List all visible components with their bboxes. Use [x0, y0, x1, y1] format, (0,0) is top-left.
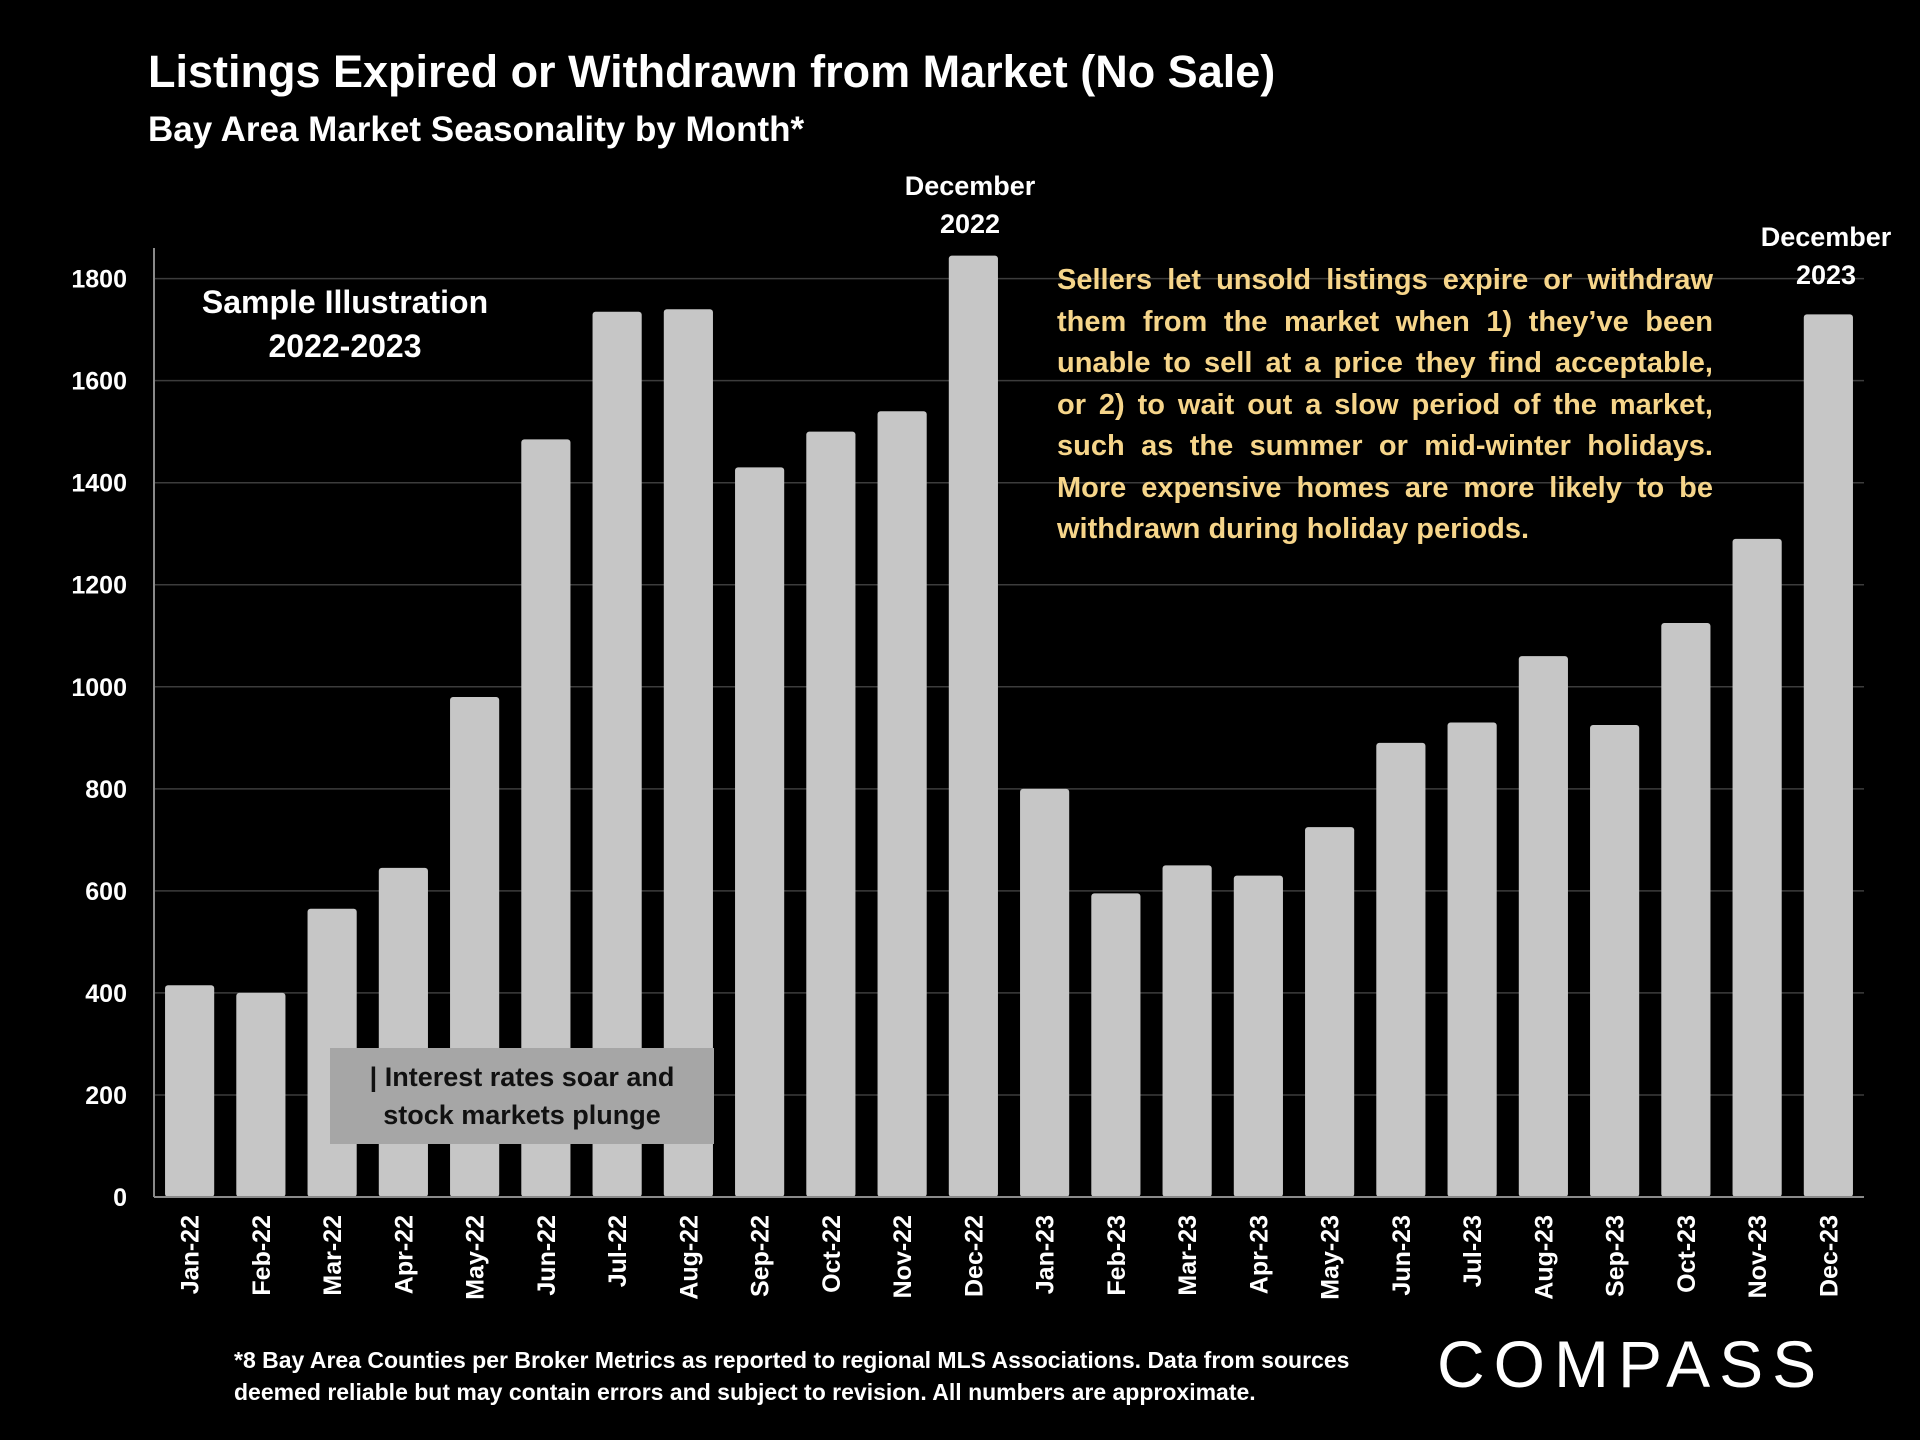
x-tick-label: Oct-23 — [1673, 1215, 1701, 1293]
y-tick-label: 200 — [85, 1082, 127, 1110]
bar-feb-23 — [1091, 893, 1141, 1197]
y-tick-label: 1600 — [71, 368, 127, 396]
x-tick-label: Feb-23 — [1103, 1215, 1131, 1296]
x-tick-label: Feb-22 — [248, 1215, 276, 1296]
chart-subtitle: Bay Area Market Seasonality by Month* — [148, 110, 805, 149]
x-tick-label: Oct-22 — [818, 1215, 846, 1293]
axes — [153, 248, 1864, 1198]
y-tick-label: 1400 — [71, 470, 127, 498]
bar-jan-22 — [165, 985, 215, 1197]
x-tick-label: Nov-22 — [889, 1215, 917, 1298]
bar-dec-23 — [1803, 314, 1853, 1197]
footnote: *8 Bay Area Counties per Broker Metrics … — [234, 1344, 1349, 1408]
bar-oct-22 — [806, 431, 856, 1197]
annotation-line: December — [904, 171, 1036, 201]
y-tick-label: 400 — [85, 980, 127, 1008]
x-tick-label: Apr-23 — [1245, 1215, 1273, 1294]
note-line: withdrawn during holiday periods. — [1057, 513, 1530, 545]
bar-oct-23 — [1661, 623, 1711, 1197]
sample-line: 2022-2023 — [268, 328, 422, 364]
x-tick-label: Nov-23 — [1744, 1215, 1772, 1298]
x-tick-label: Apr-22 — [390, 1215, 418, 1294]
bar-dec-22 — [948, 255, 998, 1198]
y-tick-labels: 0 200 400 600 800 1000 1200 1400 1600 1800 — [71, 266, 127, 1212]
annotation-line: 2022 — [939, 209, 1001, 239]
bar-jun-22 — [521, 439, 571, 1197]
note-line: them from the market when 1) they’ve bee… — [1057, 305, 1713, 338]
bar-mar-23 — [1162, 865, 1212, 1197]
x-tick-label: Jul-23 — [1459, 1215, 1487, 1287]
x-tick-label: Jun-23 — [1388, 1215, 1416, 1296]
bar-aug-23 — [1518, 656, 1568, 1197]
y-tick-label: 600 — [85, 878, 127, 906]
footnote-line: *8 Bay Area Counties per Broker Metrics … — [234, 1347, 1350, 1373]
sample-line: Sample Illustration — [201, 284, 489, 320]
bar-sep-22 — [735, 467, 785, 1198]
x-tick-label: May-23 — [1317, 1215, 1345, 1300]
interest-rates-callout: | Interest rates soar and stock markets … — [330, 1048, 714, 1144]
callout-line: stock markets plunge — [383, 1100, 661, 1130]
bar-nov-22 — [877, 411, 927, 1198]
x-tick-label: Sep-23 — [1602, 1215, 1630, 1297]
compass-logo: COMPASS — [1437, 1327, 1826, 1401]
chart-title: Listings Expired or Withdrawn from Marke… — [148, 46, 1276, 97]
bar-jun-23 — [1376, 742, 1426, 1197]
note-line: More expensive homes are more likely to … — [1057, 471, 1713, 504]
x-tick-label: Dec-22 — [960, 1215, 988, 1297]
x-tick-labels: Jan-22 Feb-22 Mar-22 Apr-22 May-22 Jun-22 Jul-… — [177, 1215, 1844, 1300]
bar-aug-22 — [663, 309, 713, 1197]
x-tick-label: Jun-22 — [533, 1215, 561, 1296]
y-tick-label: 1800 — [71, 266, 127, 294]
footnote-line: deemed reliable but may contain errors a… — [234, 1379, 1256, 1405]
x-tick-label: Jan-22 — [177, 1215, 205, 1294]
bar-jan-23 — [1020, 788, 1070, 1197]
annotation-december-2023: December 2023 — [1726, 218, 1920, 294]
callout-line: | Interest rates soar and — [369, 1062, 675, 1092]
note-line: such as the summer or mid-winter holiday… — [1057, 430, 1713, 462]
bar-jul-22 — [592, 311, 642, 1198]
gridlines — [154, 277, 1864, 1096]
bar-may-23 — [1305, 827, 1355, 1197]
y-tick-label: 800 — [85, 776, 127, 804]
x-tick-label: Mar-22 — [319, 1215, 347, 1296]
y-tick-label: 1000 — [71, 674, 127, 702]
bar-feb-22 — [236, 992, 286, 1197]
x-tick-label: Jul-22 — [604, 1215, 632, 1287]
bar-jul-23 — [1447, 722, 1497, 1197]
x-tick-label: Jan-23 — [1032, 1215, 1060, 1294]
x-tick-label: Dec-23 — [1815, 1215, 1843, 1297]
y-tick-label: 1200 — [71, 572, 127, 600]
bar-apr-22 — [378, 867, 428, 1197]
annotation-line: December — [1760, 222, 1892, 252]
x-tick-label: Mar-23 — [1174, 1215, 1202, 1296]
x-tick-label: Aug-22 — [675, 1215, 703, 1300]
bar-sep-23 — [1590, 725, 1640, 1197]
note-line: unable to sell at a price they find acce… — [1057, 347, 1713, 379]
annotation-line: 2023 — [1795, 260, 1857, 290]
x-tick-label: Aug-23 — [1530, 1215, 1558, 1300]
note-line: Sellers let unsold listings expire or wi… — [1057, 264, 1713, 296]
x-tick-label: May-22 — [462, 1215, 490, 1300]
x-tick-label: Sep-22 — [747, 1215, 775, 1297]
y-tick-label: 0 — [113, 1184, 127, 1212]
bar-nov-23 — [1732, 538, 1782, 1197]
bar-apr-23 — [1233, 875, 1283, 1197]
note-line: or 2) to wait out a slow period of the m… — [1057, 388, 1713, 421]
sample-illustration-label: Sample Illustration 2022-2023 — [190, 280, 500, 368]
annotation-december-2022: December 2022 — [870, 167, 1070, 243]
explanation-note: Sellers let unsold listings expire or wi… — [1057, 260, 1713, 551]
